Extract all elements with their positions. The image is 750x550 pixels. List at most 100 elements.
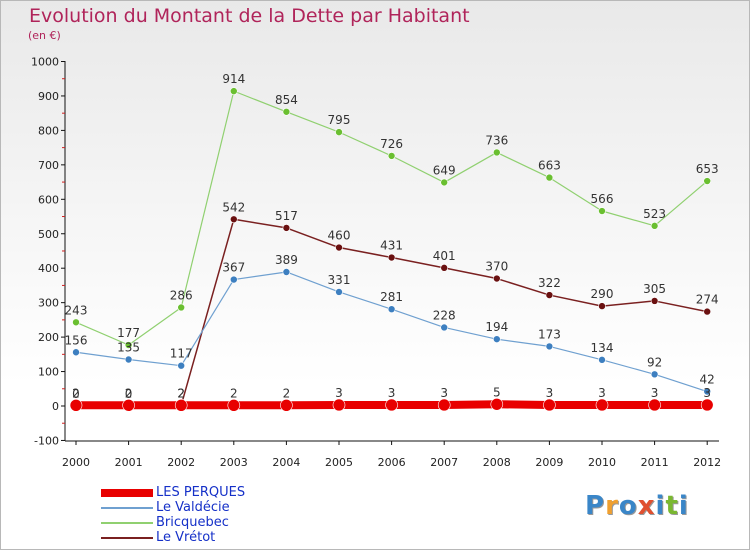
- data-label-le-vald-cie: 134: [591, 341, 614, 355]
- x-tick-label: 2006: [378, 456, 406, 469]
- point-bricquebec: [282, 107, 291, 116]
- data-label-le-vr-tot: 370: [485, 260, 508, 274]
- data-label-les-perques: 3: [440, 386, 448, 400]
- point-le-vald-cie: [72, 348, 80, 357]
- y-tick-label: 0: [52, 400, 59, 413]
- legend-label: Le Valdécie: [156, 500, 230, 515]
- legend-label: Le Vrétot: [156, 530, 216, 545]
- point-bricquebec: [72, 318, 80, 327]
- point-le-vr-tot: [440, 264, 449, 272]
- point-bricquebec: [124, 341, 133, 349]
- chart-title: Evolution du Montant de la Dette par Hab…: [29, 5, 470, 27]
- point-les-perques: [69, 399, 83, 412]
- point-le-vald-cie: [282, 268, 291, 276]
- point-le-vr-tot: [545, 291, 554, 299]
- x-tick-label: 2010: [588, 456, 616, 469]
- point-les-perques: [174, 399, 188, 412]
- x-tick-label: 2001: [115, 456, 143, 469]
- data-label-le-vald-cie: 281: [380, 290, 403, 304]
- x-tick-label: 2011: [641, 456, 669, 469]
- data-label-le-vr-tot: 290: [591, 287, 614, 301]
- data-label-le-vald-cie: 367: [222, 261, 245, 275]
- point-les-perques: [227, 399, 241, 412]
- data-label-le-vald-cie: 228: [433, 308, 456, 322]
- data-label-bricquebec: 914: [222, 72, 245, 86]
- point-bricquebec: [230, 87, 238, 95]
- legend-swatch: [101, 488, 153, 497]
- point-le-vr-tot: [282, 224, 291, 232]
- point-le-vr-tot: [335, 243, 343, 252]
- data-label-le-vr-tot: 401: [433, 249, 456, 263]
- data-label-le-vald-cie: 194: [485, 320, 508, 334]
- point-les-perques: [122, 399, 135, 412]
- point-le-vald-cie: [335, 288, 343, 296]
- point-les-perques: [332, 398, 346, 412]
- point-bricquebec: [650, 222, 659, 230]
- point-le-vr-tot: [703, 307, 712, 316]
- point-bricquebec: [335, 128, 343, 136]
- data-label-le-vr-tot: 431: [380, 239, 403, 253]
- y-tick-label: 500: [38, 228, 59, 241]
- legend-item: LES PERQUES: [101, 485, 245, 500]
- data-label-le-vr-tot: 0: [72, 387, 80, 401]
- data-label-le-vr-tot: 305: [643, 282, 666, 296]
- y-tick-label: 700: [38, 159, 59, 172]
- point-le-vald-cie: [650, 370, 659, 379]
- point-le-vald-cie: [492, 335, 501, 343]
- data-label-bricquebec: 726: [380, 137, 403, 151]
- point-le-vald-cie: [703, 387, 712, 396]
- point-les-perques: [490, 397, 504, 411]
- data-label-les-perques: 2: [230, 386, 238, 400]
- point-le-vr-tot: [387, 253, 396, 262]
- legend-label: Bricquebec: [156, 515, 229, 530]
- data-label-les-perques: 3: [651, 386, 659, 400]
- data-label-le-vr-tot: 2: [177, 386, 185, 400]
- point-le-vr-tot: [492, 274, 501, 283]
- data-label-le-vald-cie: 135: [117, 340, 140, 354]
- point-le-vald-cie: [177, 361, 185, 370]
- data-label-les-perques: 3: [546, 386, 554, 400]
- x-tick-label: 2012: [693, 456, 721, 469]
- x-tick-label: 2003: [220, 456, 248, 469]
- data-label-bricquebec: 243: [65, 303, 88, 317]
- point-le-vald-cie: [230, 275, 238, 284]
- point-les-perques: [595, 398, 609, 412]
- data-label-le-vald-cie: 92: [647, 355, 662, 369]
- point-le-vr-tot: [598, 302, 606, 310]
- y-tick-label: 400: [38, 262, 59, 275]
- data-label-bricquebec: 523: [643, 207, 666, 221]
- data-label-le-vald-cie: 156: [65, 333, 88, 347]
- data-label-le-vald-cie: 173: [538, 327, 561, 341]
- point-le-vald-cie: [545, 342, 554, 351]
- x-tick-label: 2002: [167, 456, 195, 469]
- data-label-le-vald-cie: 331: [328, 273, 351, 287]
- x-tick-label: 2007: [430, 456, 458, 469]
- y-tick-label: 900: [38, 90, 59, 103]
- y-tick-label: 800: [38, 124, 59, 137]
- data-label-le-vr-tot: 274: [696, 293, 719, 307]
- y-tick-label: -100: [34, 434, 59, 447]
- x-tick-label: 2000: [62, 456, 90, 469]
- data-label-le-vr-tot: 322: [538, 276, 561, 290]
- data-label-les-perques: 3: [598, 386, 606, 400]
- x-tick-label: 2005: [325, 456, 353, 469]
- data-label-les-perques: 5: [493, 385, 501, 399]
- point-les-perques: [700, 398, 714, 412]
- data-label-bricquebec: 653: [696, 162, 719, 176]
- legend-swatch: [101, 506, 153, 509]
- x-tick-label: 2009: [535, 456, 563, 469]
- data-label-les-perques: 3: [703, 386, 711, 400]
- point-bricquebec: [177, 303, 185, 312]
- point-les-perques: [648, 398, 661, 412]
- data-label-les-perques: 2: [72, 386, 80, 400]
- point-les-perques: [437, 398, 451, 412]
- point-le-vald-cie: [387, 305, 396, 313]
- data-label-le-vr-tot: 542: [222, 200, 245, 214]
- x-tick-label: 2004: [272, 456, 300, 469]
- data-label-bricquebec: 736: [485, 133, 508, 147]
- data-label-les-perques: 3: [335, 386, 343, 400]
- point-le-vr-tot: [650, 297, 659, 305]
- y-tick-label: 300: [38, 297, 59, 310]
- data-label-le-vald-cie: 389: [275, 253, 298, 267]
